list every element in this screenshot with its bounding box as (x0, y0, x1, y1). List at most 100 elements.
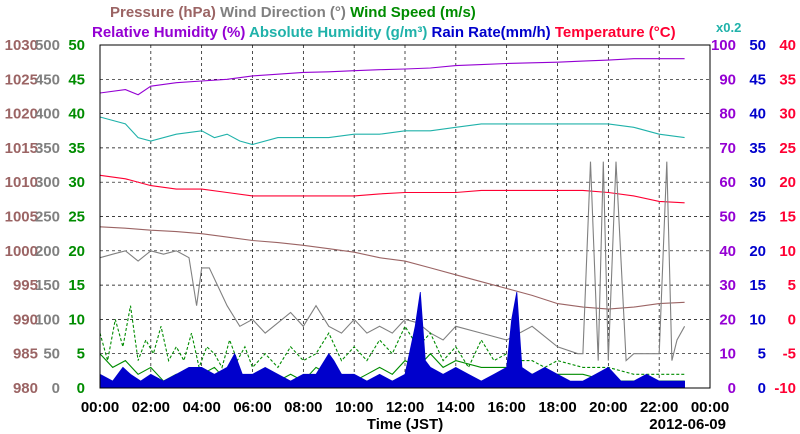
y-tick-label: 1000 (5, 243, 38, 260)
series-relative_humidity (99, 58, 685, 96)
y-tick-label: 0 (758, 380, 766, 397)
y-tick-label: 25 (749, 209, 766, 226)
y-tick-label: 400 (35, 106, 60, 123)
y-tick-label: 100 (711, 37, 736, 54)
y-tick-label: 35 (68, 140, 85, 157)
date-label: 2012-06-09 (649, 416, 726, 433)
x-tick-label: 12:00 (386, 399, 424, 416)
y-tick-label: 10 (779, 243, 796, 260)
y-tick-label: 35 (779, 71, 796, 88)
chart-header: Pressure (hPa) Wind Direction (°) Wind S… (92, 4, 676, 41)
y-tick-label: 10 (68, 311, 85, 328)
y-tick-label: 50 (68, 37, 85, 54)
x-tick-label: 14:00 (437, 399, 475, 416)
y-tick-label: -10 (774, 380, 796, 397)
legend-entry: Wind Direction (°) (216, 4, 346, 21)
y-tick-label: 0 (788, 311, 796, 328)
y-tick-label: 980 (13, 380, 38, 397)
y-tick-label: 60 (719, 174, 736, 191)
x-axis-label: Time (JST) (367, 416, 443, 433)
right-axes: 1009080706050403020100504540353025201510… (711, 37, 796, 397)
y-tick-label: 45 (749, 71, 766, 88)
y-tick-label: 0 (52, 380, 60, 397)
y-tick-label: 30 (719, 277, 736, 294)
scale-note: x0.2 (716, 20, 741, 35)
plot-area (99, 58, 686, 389)
y-tick-label: 90 (719, 71, 736, 88)
legend-entry: Wind Speed (m/s) (346, 4, 476, 21)
y-tick-label: 20 (719, 311, 736, 328)
y-tick-label: 70 (719, 140, 736, 157)
series-absolute_humidity (99, 116, 685, 146)
y-tick-label: 250 (35, 209, 60, 226)
y-tick-label: 10 (749, 311, 766, 328)
y-tick-label: 200 (35, 243, 60, 260)
y-tick-label: 40 (779, 37, 796, 54)
y-tick-label: 985 (13, 346, 38, 363)
y-tick-label: 0 (728, 380, 736, 397)
x-tick-label: 04:00 (182, 399, 220, 416)
x-tick-label: 02:00 (132, 399, 170, 416)
y-tick-label: 5 (77, 346, 85, 363)
y-tick-label: -5 (783, 346, 796, 363)
y-tick-label: 25 (68, 209, 85, 226)
y-tick-label: 15 (779, 209, 796, 226)
y-tick-label: 1020 (5, 106, 38, 123)
y-tick-label: 1025 (5, 71, 38, 88)
plot-frame (99, 44, 711, 389)
x-tick-label: 20:00 (589, 399, 627, 416)
y-tick-label: 25 (779, 140, 796, 157)
y-tick-label: 45 (68, 71, 85, 88)
y-tick-label: 1005 (5, 209, 38, 226)
series-wind_direction (99, 161, 686, 362)
y-tick-label: 15 (749, 277, 766, 294)
y-tick-label: 50 (719, 209, 736, 226)
x-tick-label: 16:00 (487, 399, 525, 416)
series-rain_rate (99, 291, 685, 389)
y-tick-label: 0 (77, 380, 85, 397)
y-tick-label: 30 (68, 174, 85, 191)
legend-line: Relative Humidity (%) Absolute Humidity … (92, 24, 676, 41)
y-tick-label: 15 (68, 277, 85, 294)
y-tick-label: 450 (35, 71, 60, 88)
legend-line: Pressure (hPa) Wind Direction (°) Wind S… (110, 4, 476, 21)
y-tick-label: 35 (749, 140, 766, 157)
y-tick-label: 10 (719, 346, 736, 363)
y-tick-label: 1015 (5, 140, 38, 157)
y-tick-label: 990 (13, 311, 38, 328)
y-tick-label: 100 (35, 311, 60, 328)
y-tick-label: 20 (68, 243, 85, 260)
y-tick-label: 5 (758, 346, 766, 363)
y-tick-label: 80 (719, 106, 736, 123)
left-axes: 1030102510201015101010051000995990985980… (5, 37, 85, 397)
x-tick-label: 08:00 (284, 399, 322, 416)
y-tick-label: 500 (35, 37, 60, 54)
y-tick-label: 150 (35, 277, 60, 294)
legend-entry: Rain Rate(mm/h) (427, 24, 550, 41)
y-tick-label: 350 (35, 140, 60, 157)
legend-entry: Relative Humidity (%) (92, 24, 245, 41)
y-tick-label: 20 (779, 174, 796, 191)
y-tick-label: 40 (749, 106, 766, 123)
legend-entry: Pressure (hPa) (110, 4, 216, 21)
series-pressure (99, 226, 685, 310)
x-tick-label: 18:00 (538, 399, 576, 416)
x-tick-label: 10:00 (335, 399, 373, 416)
x-axis: 00:00 02:00 04:00 06:00 08:00 10:00 12:00 14:00… (81, 399, 729, 416)
y-tick-label: 50 (43, 346, 60, 363)
y-tick-label: 1030 (5, 37, 38, 54)
y-tick-label: 1010 (5, 174, 38, 191)
y-tick-label: 300 (35, 174, 60, 191)
x-tick-label: 22:00 (640, 399, 678, 416)
y-tick-label: 30 (779, 106, 796, 123)
legend-entry: Absolute Humidity (g/m³) (245, 24, 427, 41)
x-tick-label: 06:00 (233, 399, 271, 416)
y-tick-label: 5 (788, 277, 796, 294)
y-tick-label: 50 (749, 37, 766, 54)
x-tick-label: 00:00 (691, 399, 729, 416)
y-tick-label: 40 (68, 106, 85, 123)
y-tick-label: 40 (719, 243, 736, 260)
legend-entry: Temperature (°C) (551, 24, 676, 41)
series-temperature (99, 174, 685, 204)
